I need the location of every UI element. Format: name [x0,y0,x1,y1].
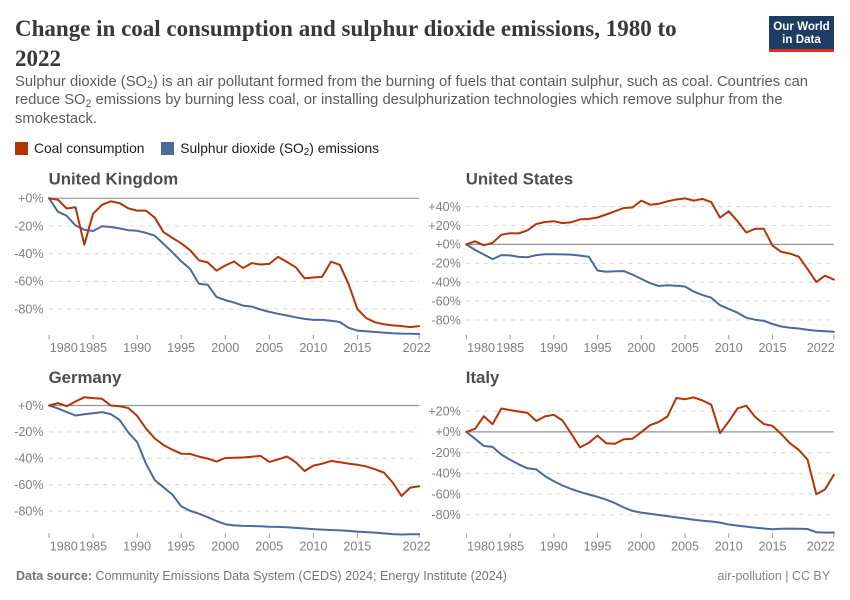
svg-text:-80%: -80% [431,508,460,522]
svg-text:2015: 2015 [758,540,786,554]
svg-text:-40%: -40% [14,247,43,261]
svg-text:United Kingdom: United Kingdom [49,170,179,189]
svg-text:-40%: -40% [14,452,43,466]
svg-text:Germany: Germany [49,368,122,387]
svg-text:2010: 2010 [299,341,327,355]
svg-text:-80%: -80% [14,302,43,316]
svg-text:-80%: -80% [431,313,460,327]
svg-text:1985: 1985 [496,540,524,554]
svg-text:2022: 2022 [807,341,835,355]
svg-text:2005: 2005 [671,341,699,355]
svg-text:1980: 1980 [467,341,495,355]
svg-text:1985: 1985 [79,341,107,355]
svg-text:1985: 1985 [79,540,107,554]
svg-text:2010: 2010 [715,540,743,554]
svg-text:-20%: -20% [431,446,460,460]
svg-text:1990: 1990 [540,540,568,554]
svg-text:2010: 2010 [715,341,743,355]
svg-text:-60%: -60% [14,478,43,492]
svg-text:-20%: -20% [14,219,43,233]
svg-text:2000: 2000 [627,540,655,554]
svg-text:2000: 2000 [211,341,239,355]
svg-text:-20%: -20% [431,257,460,271]
svg-text:2000: 2000 [627,341,655,355]
svg-text:2010: 2010 [299,540,327,554]
svg-text:-20%: -20% [14,425,43,439]
svg-text:United States: United States [466,170,573,189]
svg-text:-60%: -60% [14,275,43,289]
svg-text:-40%: -40% [431,467,460,481]
svg-text:+0%: +0% [435,425,461,439]
svg-text:+40%: +40% [428,200,461,214]
svg-text:1980: 1980 [467,540,495,554]
svg-text:2015: 2015 [758,341,786,355]
svg-text:1990: 1990 [123,540,151,554]
svg-text:+0%: +0% [435,238,461,252]
svg-text:2015: 2015 [343,540,371,554]
svg-text:2005: 2005 [255,540,283,554]
svg-text:2005: 2005 [671,540,699,554]
svg-text:-40%: -40% [431,276,460,290]
svg-text:-60%: -60% [431,487,460,501]
svg-text:2015: 2015 [343,341,371,355]
svg-text:2022: 2022 [807,540,835,554]
svg-text:1995: 1995 [583,540,611,554]
svg-text:+20%: +20% [428,405,461,419]
svg-text:1980: 1980 [50,540,78,554]
svg-text:2022: 2022 [403,341,431,355]
svg-text:2022: 2022 [403,540,431,554]
svg-text:1995: 1995 [167,341,195,355]
svg-text:2000: 2000 [211,540,239,554]
svg-text:1990: 1990 [123,341,151,355]
svg-text:2005: 2005 [255,341,283,355]
svg-text:1995: 1995 [167,540,195,554]
svg-text:1990: 1990 [540,341,568,355]
svg-text:1980: 1980 [50,341,78,355]
svg-text:1995: 1995 [583,341,611,355]
svg-text:1985: 1985 [496,341,524,355]
svg-text:+0%: +0% [18,399,44,413]
svg-text:-80%: -80% [14,504,43,518]
svg-text:Italy: Italy [466,368,500,387]
svg-text:+20%: +20% [428,219,461,233]
svg-text:+0%: +0% [18,192,44,206]
svg-text:-60%: -60% [431,294,460,308]
